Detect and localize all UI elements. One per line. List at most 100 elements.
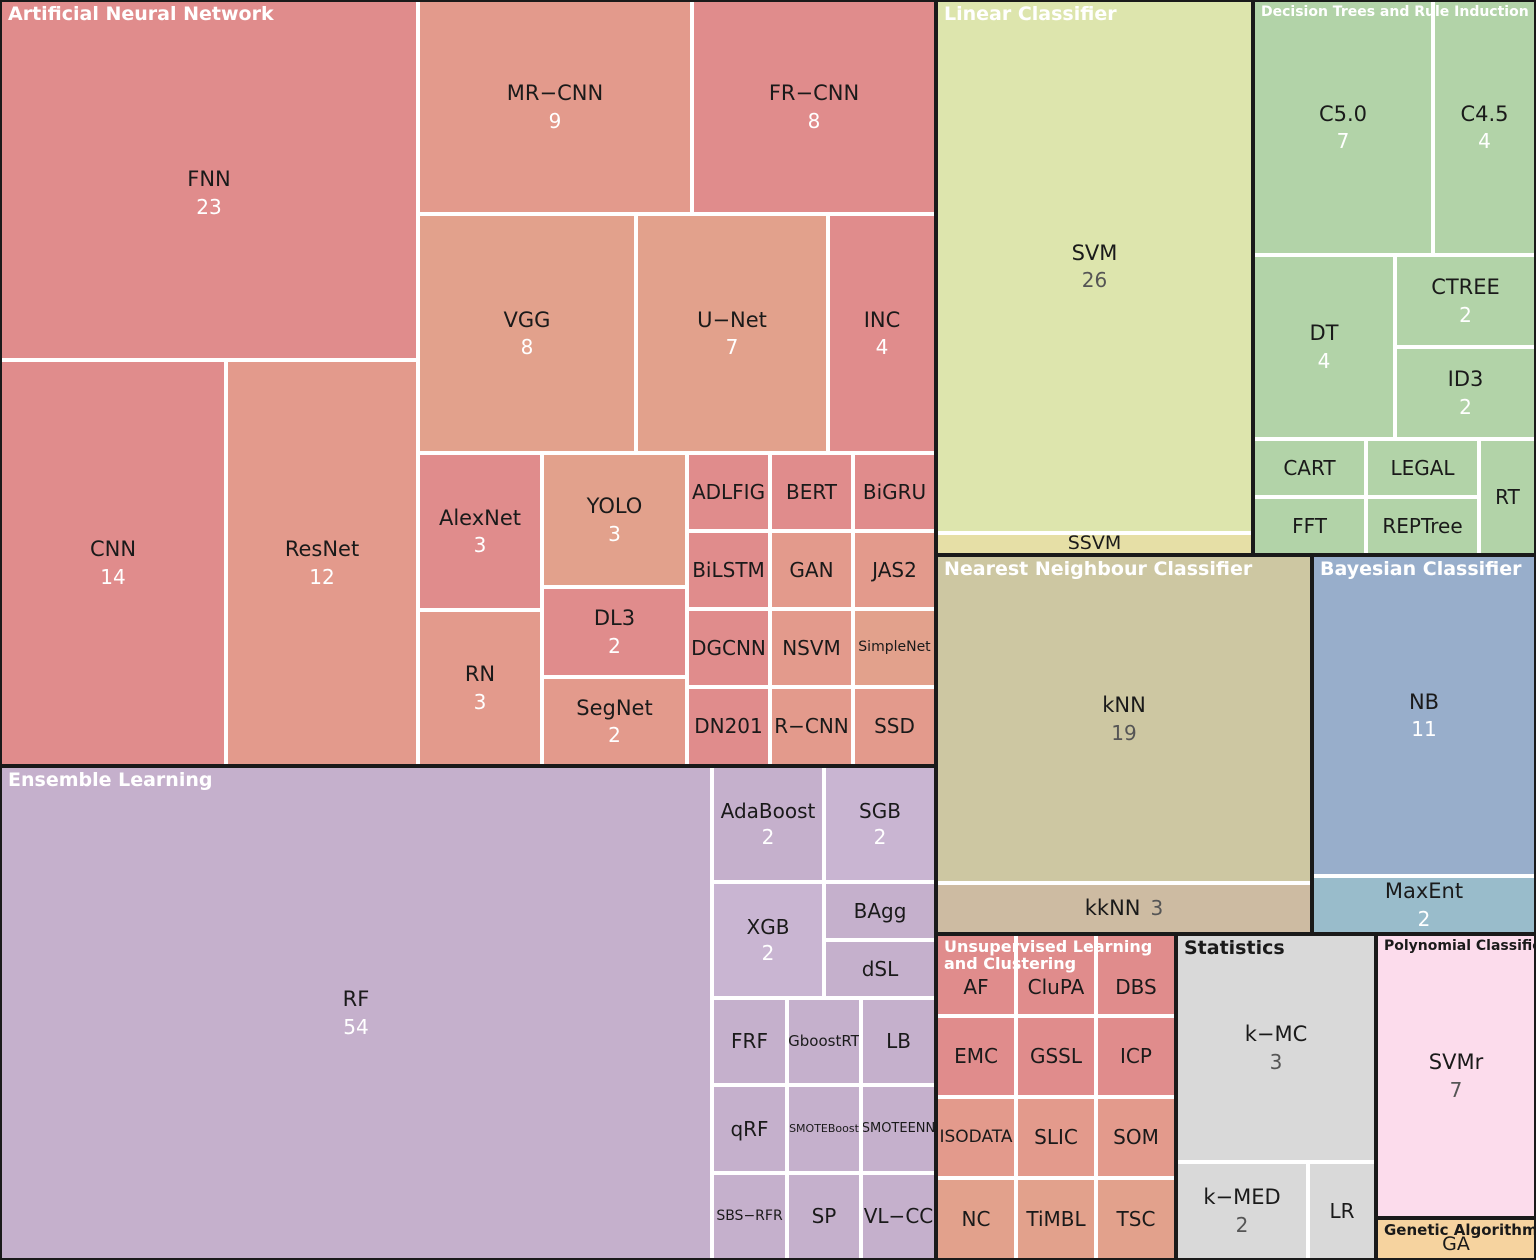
cell-value: 2: [1417, 906, 1431, 931]
cell-value: 8: [520, 335, 534, 360]
cell-label: DL3: [593, 606, 636, 631]
treemap-cell-vgg: VGG 8: [418, 214, 636, 453]
cell-value: 2: [1459, 394, 1472, 419]
cell-label: VGG: [503, 307, 551, 332]
cell-label: BiGRU: [862, 479, 927, 504]
cell-label: MaxEnt: [1384, 879, 1464, 904]
treemap-cell-lb: LB: [861, 998, 936, 1085]
treemap-cell-bigru: BiGRU: [853, 453, 936, 531]
cell-label: CluPA: [1027, 974, 1085, 999]
cell-label: SimpleNet: [858, 639, 931, 656]
treemap-cell-bilstm: BiLSTM: [687, 531, 770, 609]
cell-label: SSVM: [1067, 533, 1122, 555]
cell-label: SBS−RFR: [716, 1207, 783, 1224]
treemap-cell-timbl: TiMBL: [1016, 1178, 1096, 1260]
treemap-cell-inc: INC 4: [828, 214, 936, 453]
treemap-cell-dl3: DL3 2: [542, 587, 687, 677]
cell-label: FR−CNN: [768, 81, 860, 106]
cell-label: INC: [863, 307, 901, 332]
treemap-cell-dsl: dSL: [824, 940, 936, 998]
cell-label: BAgg: [853, 898, 907, 923]
cell-label: SMOTEBoost: [789, 1121, 859, 1135]
treemap-cell-u-net: U−Net 7: [636, 214, 828, 453]
treemap-cell-cnn: CNN 14: [0, 360, 226, 766]
treemap-cell-emc: EMC: [936, 1016, 1016, 1097]
treemap-cell-k-mc: k−MC 3: [1176, 934, 1376, 1162]
cell-label: ResNet: [284, 537, 360, 562]
treemap-cell-c4-5: C4.5 4: [1433, 0, 1536, 255]
cell-label: AlexNet: [438, 505, 522, 530]
cell-label: SP: [811, 1204, 837, 1229]
cell-label: DN201: [694, 714, 763, 739]
treemap-cell-kknn: kkNN 3: [936, 883, 1312, 934]
cell-label: TSC: [1116, 1206, 1156, 1231]
treemap-cell-dbs: DBS: [1096, 934, 1176, 1016]
cell-label: JAS2: [872, 557, 917, 582]
treemap-cell-rf: RF 54: [0, 766, 712, 1260]
treemap-cell-nb: NB 11: [1312, 555, 1536, 876]
cell-label: U−Net: [697, 307, 767, 332]
treemap-cell-fft: FFT: [1253, 497, 1366, 555]
cell-value: 26: [1081, 268, 1108, 293]
cell-label: FRF: [731, 1029, 768, 1054]
treemap-cell-icp: ICP: [1096, 1016, 1176, 1097]
treemap-cell-jas2: JAS2: [853, 531, 936, 609]
treemap-cell-ga: GA: [1376, 1218, 1536, 1260]
cell-value: 7: [1449, 1077, 1463, 1102]
cell-label: SSD: [874, 714, 915, 739]
cell-label: k−MC: [1244, 1022, 1308, 1047]
cell-value: 3: [1150, 896, 1164, 921]
cell-label: NC: [961, 1206, 991, 1231]
cell-label: ID3: [1447, 367, 1484, 392]
cell-value: 3: [608, 521, 621, 546]
treemap-cell-ctree: CTREE 2: [1395, 255, 1536, 347]
treemap-cell-cart: CART: [1253, 439, 1366, 497]
treemap-cell-qrf: qRF: [712, 1085, 787, 1173]
treemap-cell-fnn: FNN 23: [0, 0, 418, 360]
cell-label: SVM: [1071, 240, 1118, 265]
treemap-cell-nsvm: NSVM: [770, 609, 853, 687]
treemap-cell-som: SOM: [1096, 1097, 1176, 1178]
cell-label: kkNN: [1084, 895, 1141, 920]
cell-label: GboostRT: [788, 1032, 860, 1051]
cell-value: 2: [761, 941, 775, 965]
cell-label: C5.0: [1318, 101, 1368, 126]
cell-value: 3: [473, 689, 487, 714]
treemap-cell-adlfig: ADLFIG: [687, 453, 770, 531]
cell-value: 23: [196, 194, 222, 219]
treemap-cell-af: AF: [936, 934, 1016, 1016]
cell-value: 2: [608, 633, 621, 658]
cell-value: 4: [875, 335, 889, 360]
cell-label: GAN: [789, 557, 834, 582]
cell-label: CNN: [89, 537, 137, 562]
cell-label: kNN: [1102, 693, 1146, 718]
treemap-cell-gssl: GSSL: [1016, 1016, 1096, 1097]
treemap-cell-ssvm: SSVM: [936, 533, 1253, 555]
cell-value: 7: [725, 335, 739, 360]
treemap-cell-alexnet: AlexNet 3: [418, 453, 542, 610]
treemap-cell-smoteenn: SMOTEENN: [861, 1085, 936, 1173]
treemap-cell-r-cnn: R−CNN: [770, 687, 853, 766]
cell-label: SegNet: [576, 695, 653, 720]
treemap-cell-sbs-rfr: SBS−RFR: [712, 1173, 787, 1260]
cell-label: dSL: [861, 956, 899, 981]
cell-label: CTREE: [1431, 275, 1500, 300]
treemap-cell-dn201: DN201: [687, 687, 770, 766]
cell-label: LB: [886, 1029, 911, 1054]
cell-value: 2: [1235, 1212, 1249, 1237]
treemap-cell-bagg: BAgg: [824, 882, 936, 940]
cell-label: GSSL: [1029, 1044, 1083, 1069]
treemap-cell-gboostrt: GboostRT: [787, 998, 861, 1085]
cell-value: 9: [548, 108, 562, 133]
treemap-cell-c5-0: C5.0 7: [1253, 0, 1433, 255]
cell-label: LR: [1329, 1198, 1355, 1223]
treemap-cell-clupa: CluPA: [1016, 934, 1096, 1016]
cell-label: FFT: [1292, 513, 1327, 538]
cell-label: AF: [963, 974, 989, 999]
cell-label: SVMr: [1428, 1050, 1484, 1075]
treemap-cell-dt: DT 4: [1253, 255, 1395, 439]
treemap-cell-adaboost: AdaBoost 2: [712, 766, 824, 882]
treemap-cell-bert: BERT: [770, 453, 853, 531]
cell-label: LEGAL: [1390, 455, 1455, 480]
